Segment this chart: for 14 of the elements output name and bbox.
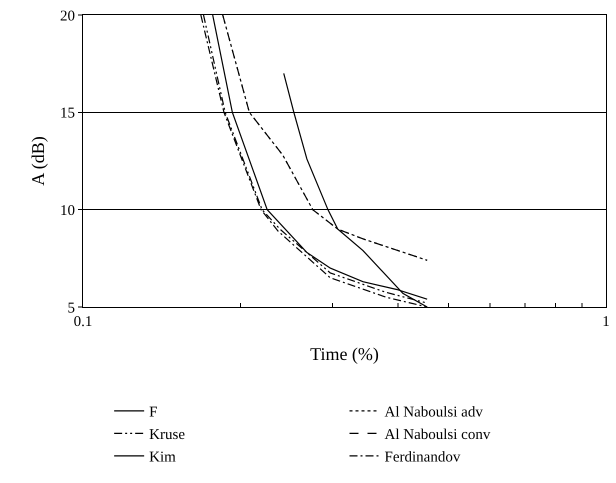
- y-tick-label: 5: [68, 300, 75, 316]
- legend-label: F: [149, 404, 158, 421]
- legend-label: Al Naboulsi adv: [384, 404, 484, 421]
- x-tick-label: 1: [602, 314, 610, 330]
- x-axis-title: Time (%): [310, 344, 379, 364]
- legend-label: Kruse: [149, 427, 186, 444]
- x-tick-label: 0.1: [74, 314, 92, 330]
- y-tick-label: 20: [60, 8, 75, 24]
- y-tick-label: 15: [60, 106, 75, 122]
- legend-label: Al Naboulsi conv: [384, 427, 491, 444]
- legend-label: Kim: [149, 450, 176, 466]
- y-tick-label: 10: [60, 202, 75, 219]
- y-axis-title: A (dB): [28, 136, 48, 186]
- legend-label: Ferdinandov: [384, 450, 461, 466]
